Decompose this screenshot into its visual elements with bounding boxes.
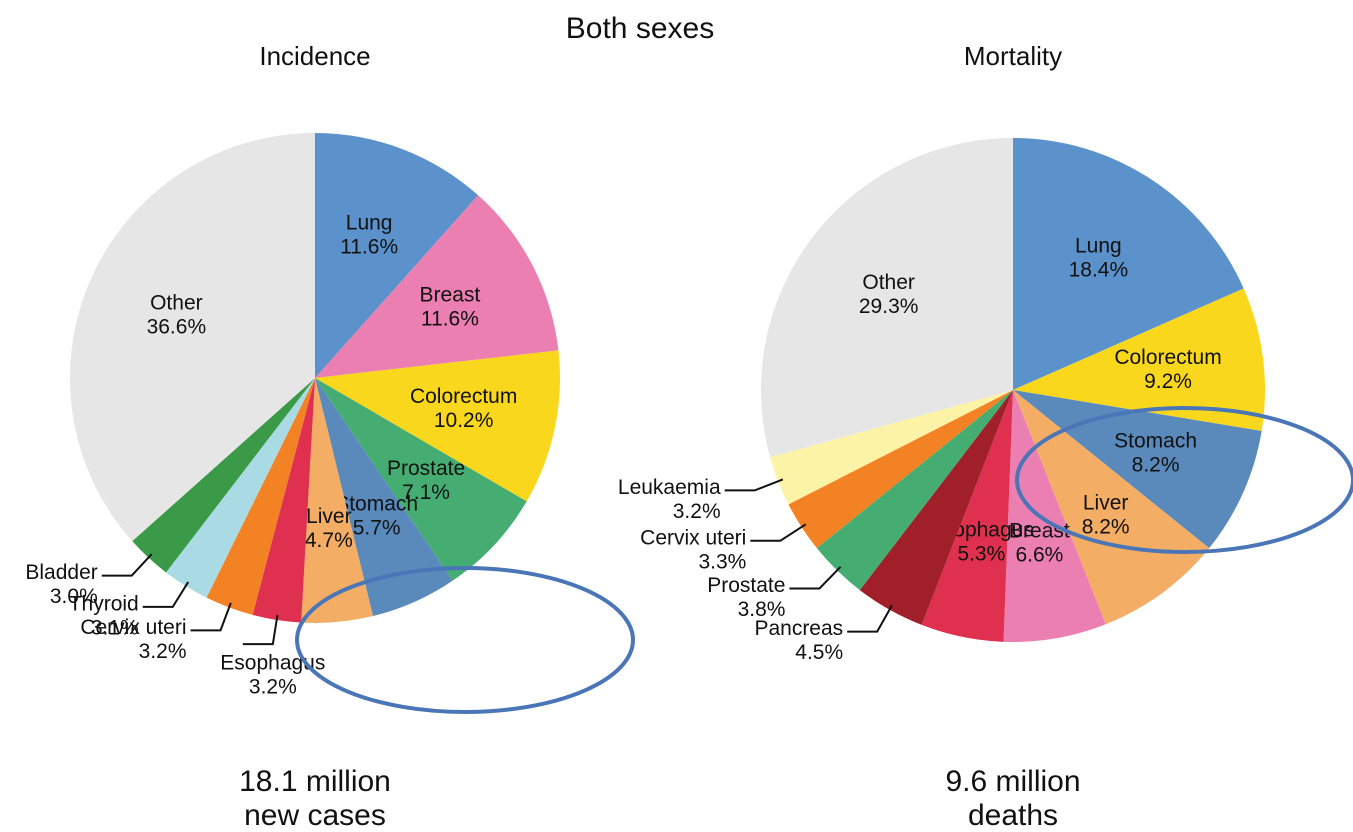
slice-label: Prostate — [707, 574, 785, 597]
slice-value-label: 3.1% — [91, 616, 139, 639]
pie-slice — [1013, 288, 1266, 431]
slice-value-label: 6.6% — [1015, 544, 1063, 567]
pie-slice — [315, 378, 527, 581]
slice-label: Cervix uteri — [80, 616, 186, 639]
slice-value-label: 3.2% — [139, 640, 187, 663]
leader-line — [142, 581, 190, 608]
slice-value-label: 4.5% — [795, 641, 843, 664]
slice-value-label: 8.2% — [1132, 453, 1180, 476]
slice-value-label: 36.6% — [147, 315, 207, 338]
pie-slice — [315, 133, 479, 378]
pie-title: Incidence — [259, 41, 370, 71]
slice-value-label: 3.2% — [249, 676, 297, 699]
slice-value-label: 5.7% — [353, 516, 401, 539]
pie-footer: 18.1 million — [239, 765, 391, 798]
slice-value-label: 29.3% — [859, 295, 919, 318]
pie-slice — [921, 390, 1013, 642]
pie-slice — [315, 378, 453, 617]
slice-value-label: 3.8% — [738, 598, 786, 621]
slice-label: Colorectum — [1114, 346, 1221, 369]
pie-slice — [1013, 138, 1244, 390]
slice-label: Stomach — [335, 492, 418, 515]
pie-title: Mortality — [964, 41, 1062, 71]
pie-slice — [315, 350, 560, 502]
highlight-ellipse — [1015, 406, 1353, 554]
slice-label: Bladder — [25, 561, 97, 584]
slice-value-label: 3.0% — [50, 585, 98, 608]
slice-value-label: 7.1% — [402, 481, 450, 504]
slice-label: Stomach — [1114, 429, 1197, 452]
slice-label: Colorectum — [410, 385, 517, 408]
pie-slice — [1013, 390, 1210, 625]
pie-slice — [770, 390, 1013, 505]
pie-slice — [301, 378, 373, 623]
pie-slice — [315, 195, 559, 378]
slice-label: Liver — [306, 505, 352, 528]
pie-footer: new cases — [244, 799, 386, 832]
slice-label: Thyroid — [69, 592, 139, 615]
slice-label: Lung — [346, 212, 393, 235]
leader-line — [242, 614, 279, 646]
pie-slice — [132, 378, 315, 573]
leader-line — [789, 566, 842, 590]
leader-line — [724, 478, 784, 492]
slice-value-label: 9.2% — [1144, 370, 1192, 393]
slice-value-label: 5.3% — [957, 543, 1005, 566]
slice-value-label: 10.2% — [434, 409, 494, 432]
pie-slice — [761, 138, 1013, 458]
pie-slice — [816, 390, 1013, 591]
pie-slice — [788, 390, 1013, 549]
slice-label: Cervix uteri — [640, 526, 746, 549]
slice-value-label: 3.2% — [673, 500, 721, 523]
pie-footer: 9.6 million — [945, 765, 1080, 798]
slice-value-label: 3.3% — [698, 550, 746, 573]
slice-label: Prostate — [387, 457, 465, 480]
leader-line — [847, 604, 893, 633]
slice-value-label: 18.4% — [1069, 259, 1129, 282]
slice-value-label: 11.6% — [340, 236, 398, 259]
highlight-ellipse — [295, 566, 635, 714]
leader-line — [750, 523, 807, 542]
slice-label: Other — [862, 271, 915, 294]
slice-value-label: 11.6% — [421, 308, 479, 331]
slice-value-label: 4.7% — [305, 529, 353, 552]
slice-label: Leukaemia — [618, 476, 721, 499]
slice-label: Lung — [1075, 235, 1122, 258]
pie-slice — [166, 378, 315, 598]
slice-label: Liver — [1083, 491, 1129, 514]
pie-slice — [70, 133, 315, 542]
slice-label: Pancreas — [754, 617, 843, 640]
pie-slice — [1013, 390, 1262, 549]
chart-title: Both sexes — [566, 12, 714, 45]
pie-footer: deaths — [968, 799, 1058, 832]
slice-value-label: 8.2% — [1082, 515, 1130, 538]
pie-slice — [859, 390, 1013, 625]
slice-label: Esophagus — [220, 652, 325, 675]
pie-slice — [252, 378, 315, 623]
leader-line — [190, 602, 232, 632]
pie-slice — [206, 378, 315, 615]
slice-label: Other — [150, 291, 203, 314]
leader-line — [101, 553, 153, 577]
slice-label: Breast — [420, 284, 481, 307]
